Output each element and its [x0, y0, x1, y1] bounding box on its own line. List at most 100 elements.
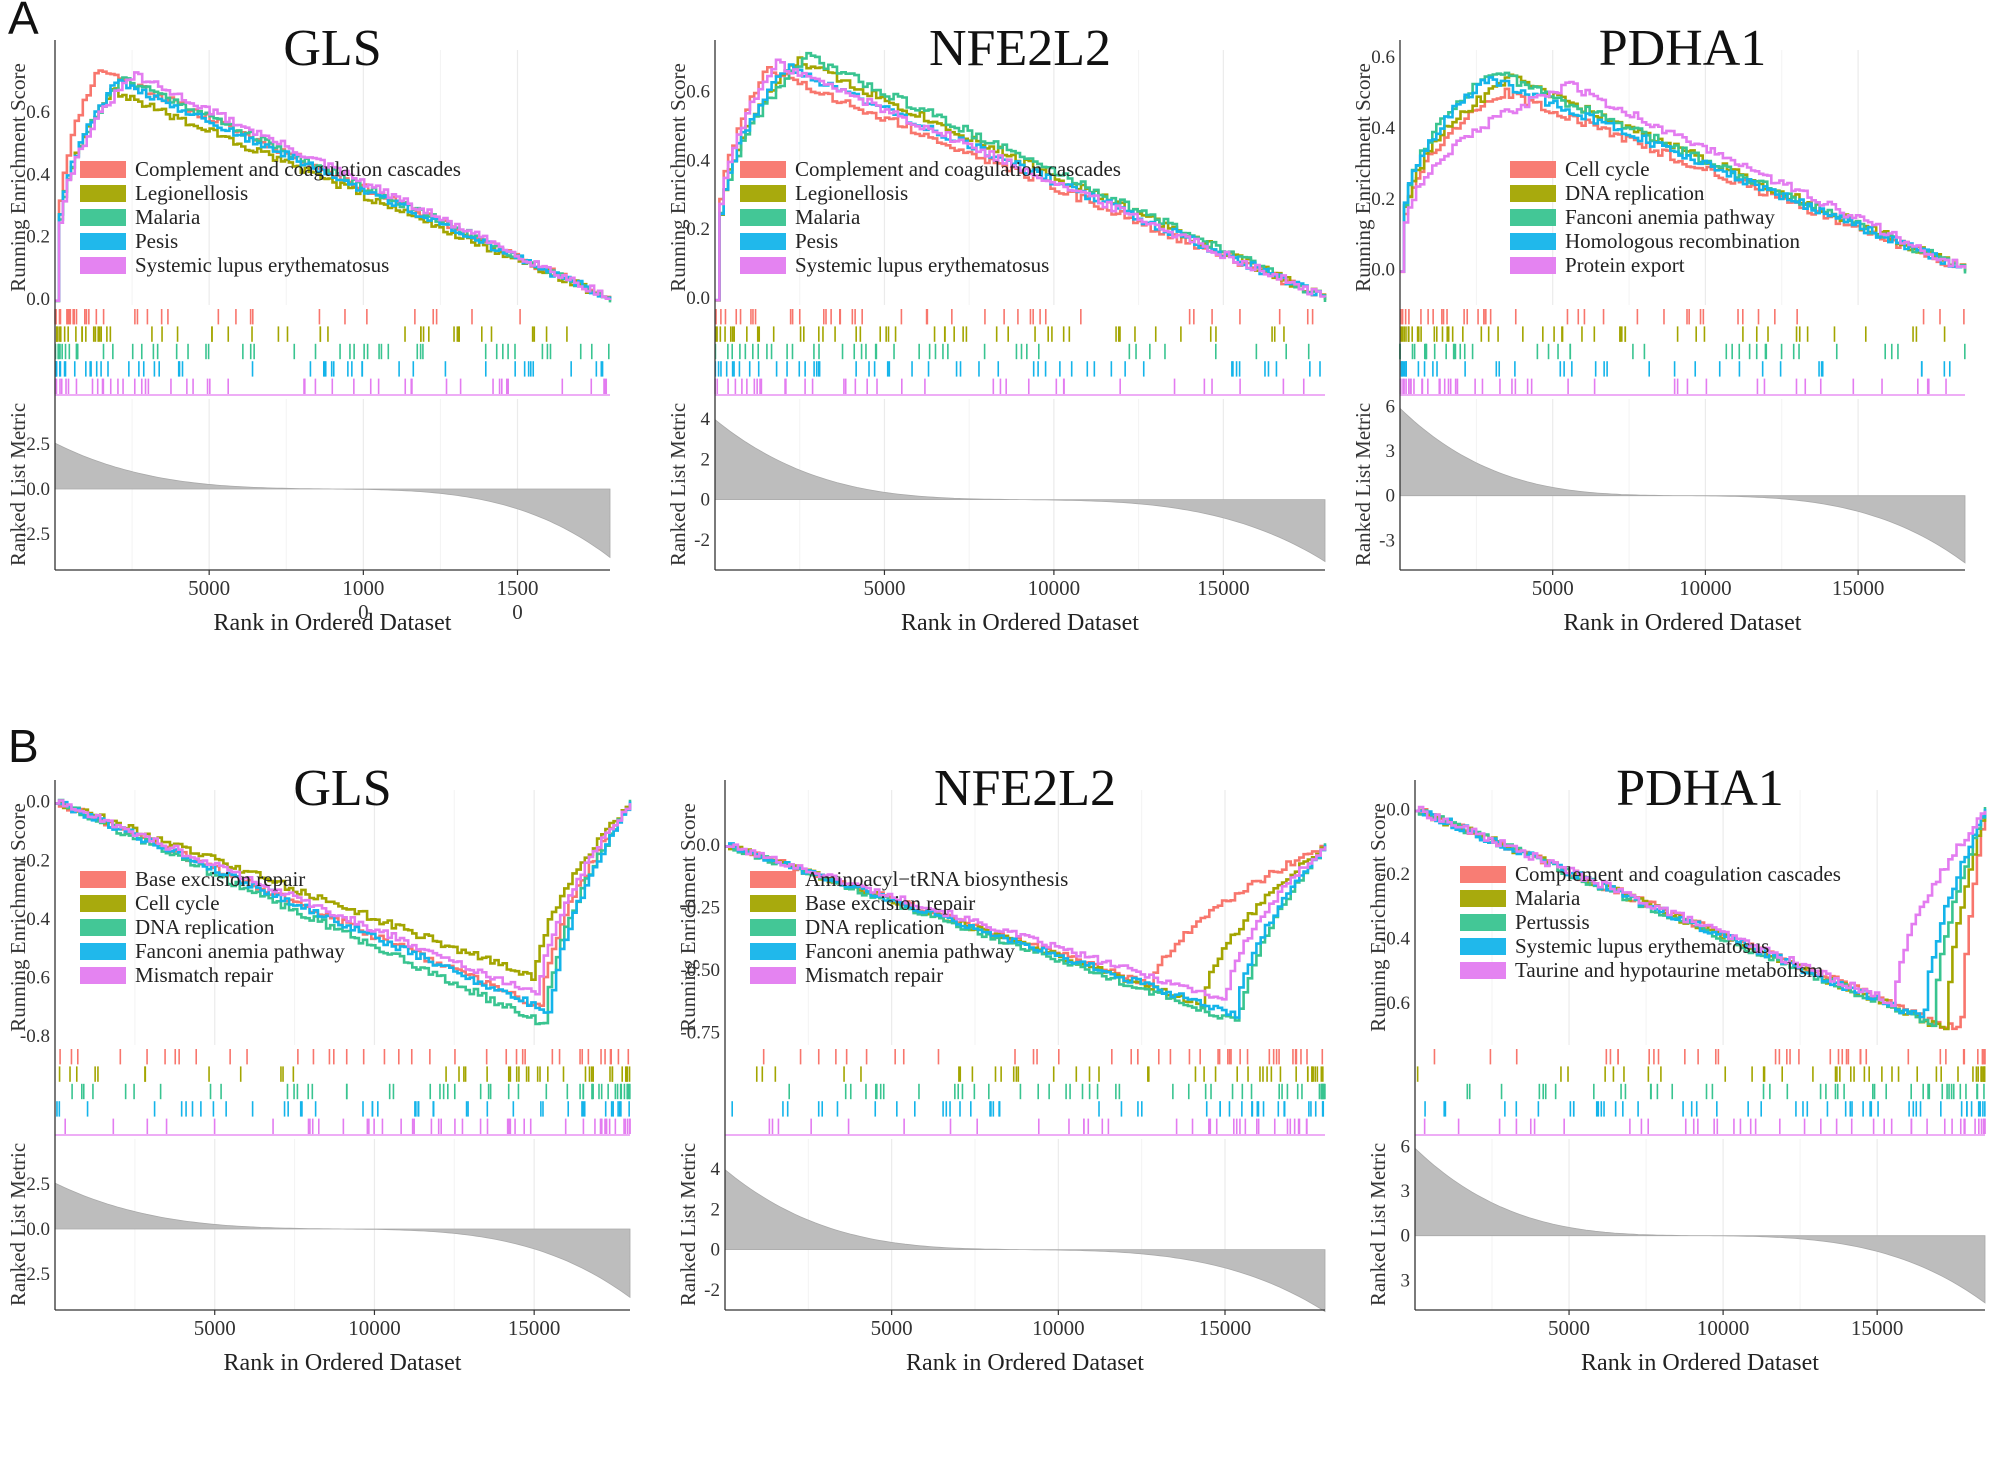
- es-series-line: [1415, 805, 1987, 1008]
- rl-tick-label: 4: [711, 1159, 721, 1180]
- rl-axis-label: Ranked List Metric: [1351, 403, 1375, 566]
- chart-title: GLS: [293, 760, 391, 817]
- rl-tick-label: -2.5: [20, 524, 50, 545]
- es-tick-label: 0.4: [686, 150, 710, 171]
- legend-swatch: [1460, 866, 1506, 883]
- es-tick-label: -0.4: [20, 909, 51, 930]
- legend-label: Protein export: [1565, 253, 1685, 277]
- x-tick-label-line: 10000: [1697, 1316, 1750, 1340]
- chart-title: PDHA1: [1616, 760, 1784, 817]
- legend-swatch: [1510, 233, 1556, 250]
- x-tick-label-line: 5000: [863, 576, 905, 600]
- es-tick-label: 0.6: [686, 81, 710, 102]
- x-tick-label-line: 10000: [1028, 576, 1081, 600]
- es-tick-label: 0.6: [1371, 47, 1395, 68]
- legend-label: DNA replication: [1565, 181, 1705, 205]
- x-tick-label: 5000: [188, 576, 230, 600]
- legend-label: Complement and coagulation cascades: [1515, 862, 1841, 886]
- legend-swatch: [740, 161, 786, 178]
- legend-label: Malaria: [1515, 886, 1581, 910]
- legend-swatch: [750, 943, 796, 960]
- x-tick-label: 15000: [1832, 576, 1885, 600]
- rl-tick-label: 4: [701, 409, 711, 430]
- rl-tick-label: -2: [704, 1280, 720, 1301]
- legend-label: Legionellosis: [135, 181, 248, 205]
- ranked-metric-area: [1399, 407, 1966, 564]
- es-axis-label: Running Enrichment Score: [666, 63, 690, 292]
- x-tick-label: 5000: [871, 1316, 913, 1340]
- legend-label: Malaria: [795, 205, 861, 229]
- x-tick-label: 5000: [1532, 576, 1574, 600]
- rl-tick-label: 3: [1401, 1181, 1411, 1202]
- x-tick-label-line: 15000: [1197, 576, 1250, 600]
- rl-tick-label: 6: [1386, 396, 1396, 417]
- legend-label: Cell cycle: [135, 891, 220, 915]
- rl-tick-label: 3: [1401, 1270, 1411, 1291]
- rl-tick-label: -3: [1379, 530, 1395, 551]
- x-tick-label-line: 15000: [1199, 1316, 1252, 1340]
- x-tick-label: 15000: [1197, 576, 1250, 600]
- chart-title: PDHA1: [1599, 20, 1767, 77]
- legend-label: Systemic lupus erythematosus: [795, 253, 1049, 277]
- x-tick-label: 15000: [508, 1316, 561, 1340]
- legend-swatch: [750, 871, 796, 888]
- x-tick-label: 10000: [1028, 576, 1081, 600]
- rl-tick-label: -2.5: [20, 1264, 50, 1285]
- es-tick-label: 0.2: [1371, 189, 1395, 210]
- panel-letter: A: [8, 0, 39, 44]
- rl-axis-label: Ranked List Metric: [6, 1143, 30, 1306]
- es-series-line: [55, 800, 632, 1014]
- legend-swatch: [1510, 209, 1556, 226]
- legend-label: DNA replication: [805, 915, 945, 939]
- x-tick-label: 5000: [1548, 1316, 1590, 1340]
- legend-label: Systemic lupus erythematosus: [135, 253, 389, 277]
- x-tick-label-line: 0: [358, 600, 369, 624]
- es-tick-label: -0.6: [1380, 993, 1410, 1014]
- legend-swatch: [1460, 938, 1506, 955]
- legend-swatch: [1510, 257, 1556, 274]
- legend-swatch: [80, 967, 126, 984]
- es-tick-label: 0.0: [1386, 799, 1410, 820]
- rl-axis-label: Ranked List Metric: [666, 403, 690, 566]
- legend-label: Fanconi anemia pathway: [805, 939, 1015, 963]
- legend-swatch: [1460, 914, 1506, 931]
- es-tick-label: -0.50: [680, 960, 720, 981]
- es-tick-label: 0.0: [1371, 260, 1395, 281]
- legend-swatch: [740, 233, 786, 250]
- legend-swatch: [80, 895, 126, 912]
- legend-swatch: [80, 919, 126, 936]
- legend-swatch: [750, 919, 796, 936]
- ranked-metric-area: [54, 442, 611, 559]
- legend-label: Fanconi anemia pathway: [1565, 205, 1775, 229]
- legend-label: Mismatch repair: [805, 963, 943, 987]
- chart-title: NFE2L2: [934, 760, 1116, 817]
- rl-tick-label: 0: [711, 1240, 721, 1261]
- x-tick-label-line: 15000: [1851, 1316, 1904, 1340]
- chart-title: NFE2L2: [929, 20, 1111, 77]
- es-tick-label: 0.4: [26, 164, 50, 185]
- x-tick-label-line: 5000: [871, 1316, 913, 1340]
- rl-tick-label: 0: [701, 490, 711, 511]
- es-tick-label: -0.2: [20, 850, 50, 871]
- chart-title: GLS: [283, 20, 381, 77]
- legend-label: Base excision repair: [805, 891, 975, 915]
- legend-label: Complement and coagulation cascades: [135, 157, 461, 181]
- es-tick-label: -0.8: [20, 1026, 50, 1047]
- legend-swatch: [80, 871, 126, 888]
- x-tick-label-line: 5000: [1532, 576, 1574, 600]
- legend-swatch: [80, 185, 126, 202]
- legend-label: Malaria: [135, 205, 201, 229]
- es-series-line: [55, 799, 632, 996]
- x-axis-label: Rank in Ordered Dataset: [224, 1350, 462, 1376]
- ranked-metric-area: [714, 418, 1326, 563]
- legend-swatch: [1460, 962, 1506, 979]
- x-axis-label: Rank in Ordered Dataset: [1564, 610, 1802, 636]
- es-series-line: [715, 58, 1327, 302]
- es-tick-label: 0.6: [26, 102, 50, 123]
- legend-swatch: [80, 233, 126, 250]
